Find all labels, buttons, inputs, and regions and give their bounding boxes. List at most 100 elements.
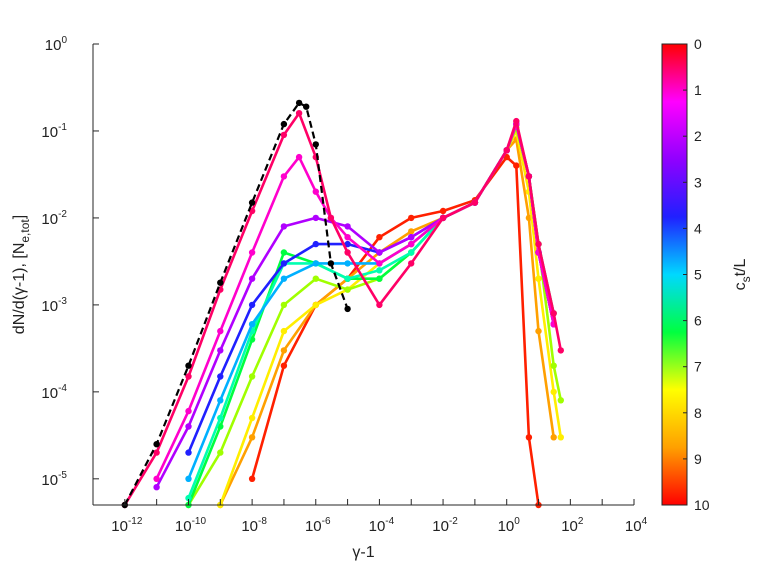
data-point — [280, 260, 288, 267]
colorbar-tick-label: 0 — [694, 36, 702, 52]
data-point — [503, 147, 510, 154]
data-point — [535, 240, 542, 248]
data-point — [280, 120, 288, 128]
data-point — [471, 199, 479, 206]
data-point — [344, 275, 351, 282]
colorbar-tick-label: 7 — [694, 359, 702, 375]
y-tick-label: 10-3 — [41, 296, 67, 315]
data-point — [344, 240, 351, 248]
data-point — [408, 249, 415, 256]
data-point — [376, 234, 383, 241]
colorbar-tick-label: 3 — [694, 174, 702, 190]
data-point — [312, 301, 319, 309]
colorbar-tick-label: 8 — [694, 405, 702, 421]
data-point — [185, 494, 192, 502]
data-point — [217, 397, 224, 404]
data-point — [408, 234, 415, 241]
data-point — [550, 362, 557, 369]
data-point — [557, 434, 564, 441]
colorbar-tick-label: 1 — [694, 82, 702, 98]
data-point — [327, 260, 335, 267]
y-tick-label: 10-1 — [41, 122, 67, 141]
data-point — [185, 407, 192, 415]
data-point — [185, 423, 192, 430]
data-point — [550, 434, 557, 441]
data-point — [248, 434, 256, 441]
y-axis-label: dN/d(γ-1), [Ne,tot] — [11, 215, 32, 334]
axes-layer: 10-12 10-10 10-8 10-6 10-4 10-2 100 102 104 10-5 1… — [41, 35, 647, 535]
colorbar-tick-label: 5 — [694, 267, 702, 283]
data-point — [280, 327, 288, 335]
data-point — [153, 475, 160, 482]
y-tick-label: 100 — [45, 35, 68, 54]
data-point — [408, 228, 415, 235]
data-point — [295, 99, 303, 107]
x-tick-label: 10-12 — [111, 516, 143, 535]
data-point — [550, 310, 557, 317]
data-point — [408, 214, 415, 222]
data-point — [217, 327, 224, 335]
data-point — [295, 153, 303, 161]
colorbar-label: cst/L — [732, 259, 753, 291]
data-point — [513, 117, 520, 125]
data-point — [312, 240, 319, 248]
data-point — [344, 249, 351, 256]
data-point — [376, 249, 383, 256]
data-point — [557, 397, 564, 404]
data-point — [217, 373, 224, 380]
data-point — [248, 249, 256, 256]
data-point — [344, 260, 351, 267]
colorbar: 0 1 2 3 4 5 6 7 8 9 10 cst/L — [661, 36, 753, 513]
series-10 — [248, 153, 542, 509]
data-point — [280, 249, 288, 256]
data-point — [344, 223, 351, 230]
data-point — [525, 434, 533, 441]
data-point — [248, 199, 256, 206]
series-line — [250, 155, 540, 506]
series-line — [219, 138, 555, 506]
data-point — [280, 173, 288, 180]
data-point — [344, 286, 351, 293]
data-point — [376, 275, 383, 282]
x-tick-label: 10-6 — [305, 516, 331, 535]
data-point — [295, 110, 303, 117]
data-point — [312, 141, 319, 148]
data-point — [535, 327, 542, 335]
data-point — [185, 362, 192, 369]
data-point — [280, 347, 288, 354]
data-point — [327, 214, 335, 222]
data-point — [185, 373, 192, 380]
data-point — [312, 260, 319, 267]
colorbar-tick-label: 4 — [694, 220, 702, 236]
data-point — [217, 279, 224, 286]
data-point — [248, 301, 256, 309]
data-point — [303, 103, 310, 110]
data-point — [312, 275, 319, 282]
colorbar-tick-label: 10 — [694, 497, 710, 513]
x-axis-label: γ-1 — [352, 544, 374, 561]
series-layer — [121, 99, 564, 509]
x-tick-label: 104 — [625, 516, 648, 535]
x-tick-label: 10-2 — [432, 516, 458, 535]
data-point — [535, 275, 542, 282]
data-point — [312, 214, 319, 222]
y-tick-label: 10-5 — [41, 470, 67, 489]
data-point — [439, 207, 447, 215]
data-point — [557, 347, 564, 354]
data-point — [217, 414, 224, 422]
data-point — [248, 414, 256, 422]
data-point — [280, 275, 288, 282]
data-point — [280, 131, 288, 139]
data-point — [408, 260, 415, 267]
data-point — [217, 347, 224, 354]
data-point — [550, 388, 557, 396]
data-point — [408, 240, 415, 248]
reference-series — [121, 99, 351, 509]
x-tick-label: 10-8 — [241, 516, 267, 535]
data-point — [185, 449, 192, 456]
colorbar-tick-label: 6 — [694, 313, 702, 329]
series-line — [123, 111, 563, 506]
data-point — [439, 214, 447, 222]
data-point — [376, 301, 383, 309]
